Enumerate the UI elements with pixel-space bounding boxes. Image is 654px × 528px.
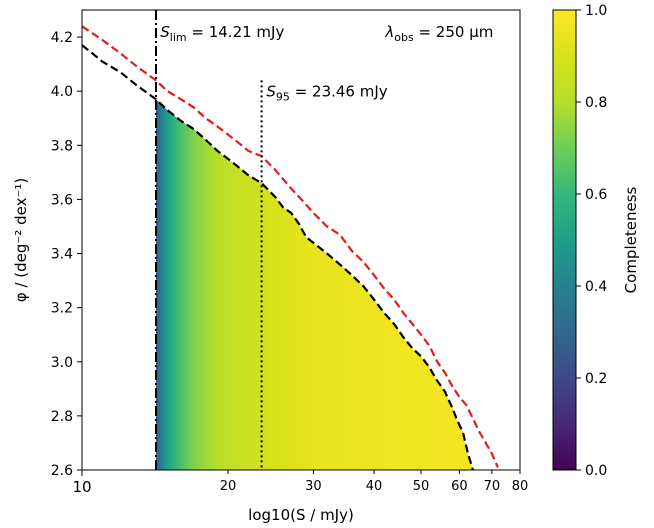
s-lim-annotation: Slim = 14.21 mJy	[160, 23, 284, 44]
annotations: Slim = 14.21 mJy S95 = 23.46 mJy λobs = 25…	[160, 23, 493, 104]
colorbar-tick-label: 0.4	[585, 279, 607, 295]
y-tick-label: 2.8	[51, 409, 73, 425]
x-tick-label: 30	[305, 479, 322, 494]
colorbar-axis: 0.0 0.2 0.4 0.6 0.8 1.0	[576, 3, 607, 479]
plot-frame	[81, 9, 521, 471]
x-tick-label: 40	[366, 479, 383, 494]
x-axis-label: log10(S / mJy)	[248, 506, 354, 524]
y-tick-label: 3.8	[51, 138, 73, 154]
x-tick-label: 70	[484, 479, 501, 494]
y-tick-label: 2.6	[51, 463, 73, 479]
colorbar-tick-label: 0.8	[585, 95, 607, 111]
red-dashed-curve	[82, 25, 499, 468]
y-tick-label: 4.0	[51, 84, 73, 100]
y-axis: 2.6 2.8 3.0 3.2 3.4 3.6 3.8 4.0 4.2	[51, 30, 82, 479]
s-95-annotation: S95 = 23.46 mJy	[266, 83, 387, 104]
x-tick-label: 80	[512, 479, 529, 494]
x-axis: 10 20 30 40 50 60 70 80	[72, 470, 528, 496]
x-tick-label: 50	[413, 479, 430, 494]
y-tick-label: 3.4	[51, 247, 73, 263]
y-tick-label: 3.2	[51, 301, 73, 317]
lambda-obs-annotation: λobs = 250 μm	[384, 23, 493, 44]
colorbar	[552, 9, 577, 471]
x-tick-label: 10	[72, 478, 91, 496]
y-tick-label: 4.2	[51, 30, 73, 46]
lines-layer	[82, 25, 499, 470]
black-dashed-curve	[82, 44, 475, 470]
y-axis-label: φ / (deg⁻² dex⁻¹)	[12, 178, 30, 302]
colorbar-tick-label: 0.0	[585, 463, 607, 479]
x-tick-label: 60	[451, 479, 468, 494]
vlines-layer	[155, 10, 263, 470]
colorbar-label: Completeness	[622, 186, 640, 293]
colorbar-tick-label: 0.6	[585, 187, 607, 203]
colorbar-tick-label: 1.0	[585, 3, 607, 19]
y-tick-label: 3.6	[51, 192, 73, 208]
y-tick-label: 3.0	[51, 355, 73, 371]
colorbar-tick-label: 0.2	[585, 371, 607, 387]
x-tick-label: 20	[220, 479, 237, 494]
